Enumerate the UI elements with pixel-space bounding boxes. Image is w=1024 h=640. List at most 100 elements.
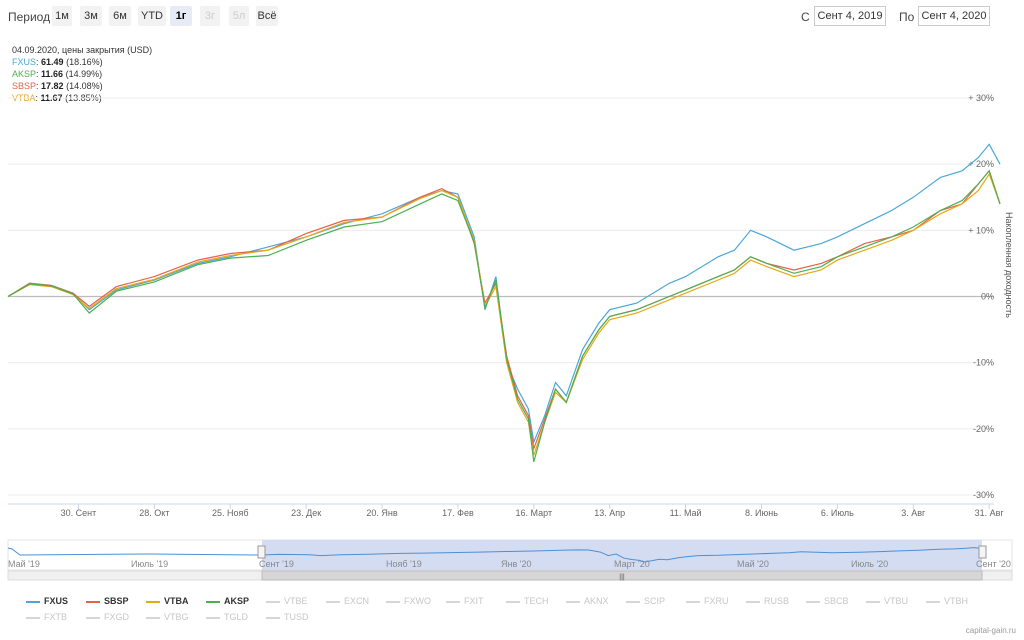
legend-item-sbcb[interactable]: SBCB (806, 594, 849, 608)
legend-item-aknx[interactable]: AKNX (566, 594, 609, 608)
navigator-date-label: Май '19 (8, 559, 40, 569)
tooltip-series-value: 61.49 (41, 57, 64, 67)
tooltip-series-percent: (18.16%) (66, 57, 103, 67)
series-line-vtba[interactable] (7, 172, 1001, 456)
legend-label: RUSB (764, 596, 790, 606)
legend-swatch (86, 616, 100, 619)
tooltip-series-value: 17.82 (41, 81, 64, 91)
legend-swatch (746, 600, 760, 603)
series-line-aksp[interactable] (7, 169, 1001, 463)
navigator-date-label: Июль '19 (131, 559, 168, 569)
legend-item-scip[interactable]: SCIP (626, 594, 665, 608)
x-tick-label: 30. Сент (61, 508, 97, 518)
tooltip-series-percent: (14.99%) (65, 69, 103, 79)
legend-label: TGLD (224, 612, 249, 622)
legend-item-vtbe[interactable]: VTBE (266, 594, 308, 608)
legend-item-excn[interactable]: EXCN (326, 594, 369, 608)
legend-item-vtbh[interactable]: VTBH (926, 594, 968, 608)
y-tick-label: -10% (973, 358, 994, 368)
legend-swatch (326, 600, 340, 603)
legend-label: SBCB (824, 596, 849, 606)
tooltip-series-percent: (14.08%) (66, 81, 103, 91)
legend-label: FXUS (44, 596, 69, 606)
range-button[interactable]: YTD (138, 6, 166, 26)
legend-label: VTBU (884, 596, 909, 606)
to-date-input[interactable]: Сент 4, 2020 (918, 6, 990, 26)
legend-swatch (26, 616, 40, 619)
legend-label: AKNX (584, 596, 609, 606)
x-tick-label: 28. Окт (139, 508, 169, 518)
x-tick-label: 31. Авг (975, 508, 1005, 518)
navigator-date-label: Май '20 (737, 559, 769, 569)
tooltip-series-value: 11.66 (41, 69, 64, 79)
legend-label: FXIT (464, 596, 484, 606)
legend-item-vtbg[interactable]: VTBG (146, 610, 189, 624)
navigator-series-line (7, 547, 983, 563)
toolbar: Период 1м 3м 6м YTD 1г 3г 5л Всё С Сент 4, 2019… (0, 0, 1024, 32)
legend-item-tech[interactable]: TECH (506, 594, 549, 608)
y-tick-label: + 30% (968, 93, 994, 103)
legend-swatch (146, 616, 160, 619)
range-button[interactable]: 3г (200, 6, 220, 26)
range-button[interactable]: Всё (256, 6, 278, 26)
legend-swatch (86, 600, 100, 603)
range-button[interactable]: 6м (109, 6, 131, 26)
series-line-fxus[interactable] (7, 143, 1001, 445)
navigator-scrollbar-thumb[interactable] (261, 570, 983, 581)
navigator-date-label: Март '20 (614, 559, 650, 569)
x-tick-label: 13. Апр (594, 508, 625, 518)
legend-label: EXCN (344, 596, 370, 606)
tooltip-header: 04.09.2020, цены закрытия (USD) (12, 45, 153, 55)
legend-swatch (146, 600, 160, 603)
tooltip-series-name: AKSP (12, 69, 37, 79)
range-button[interactable]: 5л (229, 6, 249, 26)
legend-swatch (266, 616, 280, 619)
legend-item-tgld[interactable]: TGLD (206, 610, 248, 624)
range-button[interactable]: 3м (80, 6, 102, 26)
legend-item-aksp[interactable]: AKSP (206, 594, 249, 608)
legend-item-vtba[interactable]: VTBA (146, 594, 189, 608)
from-date-input[interactable]: Сент 4, 2019 (814, 6, 886, 26)
legend-swatch (446, 600, 460, 603)
tooltip-row: AKSP: 11.66 (14.99%) (12, 69, 103, 79)
tooltip-series-name: FXUS (12, 57, 37, 67)
legend: FXUS SBSP VTBA AKSP VTBE EXCN FXWO FXIT TECH AKNX… (0, 592, 1024, 632)
legend-item-tusd[interactable]: TUSD (266, 610, 309, 624)
navigator-date-label: Нояб '19 (386, 559, 422, 569)
legend-swatch (566, 600, 580, 603)
tooltip-row: FXUS: 61.49 (18.16%) (12, 57, 103, 67)
legend-item-fxtb[interactable]: FXTB (26, 610, 67, 624)
range-button[interactable]: 1г (170, 6, 192, 26)
range-button[interactable]: 1м (52, 6, 72, 26)
navigator-selection[interactable] (262, 540, 982, 570)
legend-swatch (506, 600, 520, 603)
legend-swatch (686, 600, 700, 603)
legend-item-sbsp[interactable]: SBSP (86, 594, 129, 608)
legend-item-fxwo[interactable]: FXWO (386, 594, 431, 608)
legend-item-vtbu[interactable]: VTBU (866, 594, 908, 608)
y-tick-label: -30% (973, 490, 994, 500)
returns-chart[interactable]: + 30% + 20% + 10% 0% -10% -20% -30% 30. Сент 28… (0, 0, 1024, 530)
navigator-right-handle[interactable] (978, 545, 987, 559)
legend-item-rusb[interactable]: RUSB (746, 594, 789, 608)
navigator[interactable]: Май '19 Июль '19 Сент '19 Нояб '19 Янв '20 Ма… (0, 536, 1024, 586)
legend-item-fxru[interactable]: FXRU (686, 594, 729, 608)
legend-item-fxus[interactable]: FXUS (26, 594, 68, 608)
navigator-left-handle[interactable] (257, 545, 266, 559)
y-tick-label: + 10% (968, 225, 994, 235)
legend-label: VTBE (284, 596, 308, 606)
navigator-date-label: Сент '20 (976, 559, 1011, 569)
period-label: Период (8, 10, 51, 24)
legend-item-fxgd[interactable]: FXGD (86, 610, 129, 624)
to-label: По (899, 10, 915, 24)
legend-swatch (266, 600, 280, 603)
x-tick-label: 25. Нояб (212, 508, 249, 518)
legend-swatch (206, 600, 220, 603)
series-line-sbsp[interactable] (7, 169, 1001, 452)
legend-label: VTBG (164, 612, 189, 622)
x-tick-label: 8. Июнь (745, 508, 778, 518)
legend-label: AKSP (224, 596, 250, 606)
legend-label: FXWO (404, 596, 431, 606)
navigator-date-label: Июль '20 (851, 559, 888, 569)
legend-item-fxit[interactable]: FXIT (446, 594, 484, 608)
